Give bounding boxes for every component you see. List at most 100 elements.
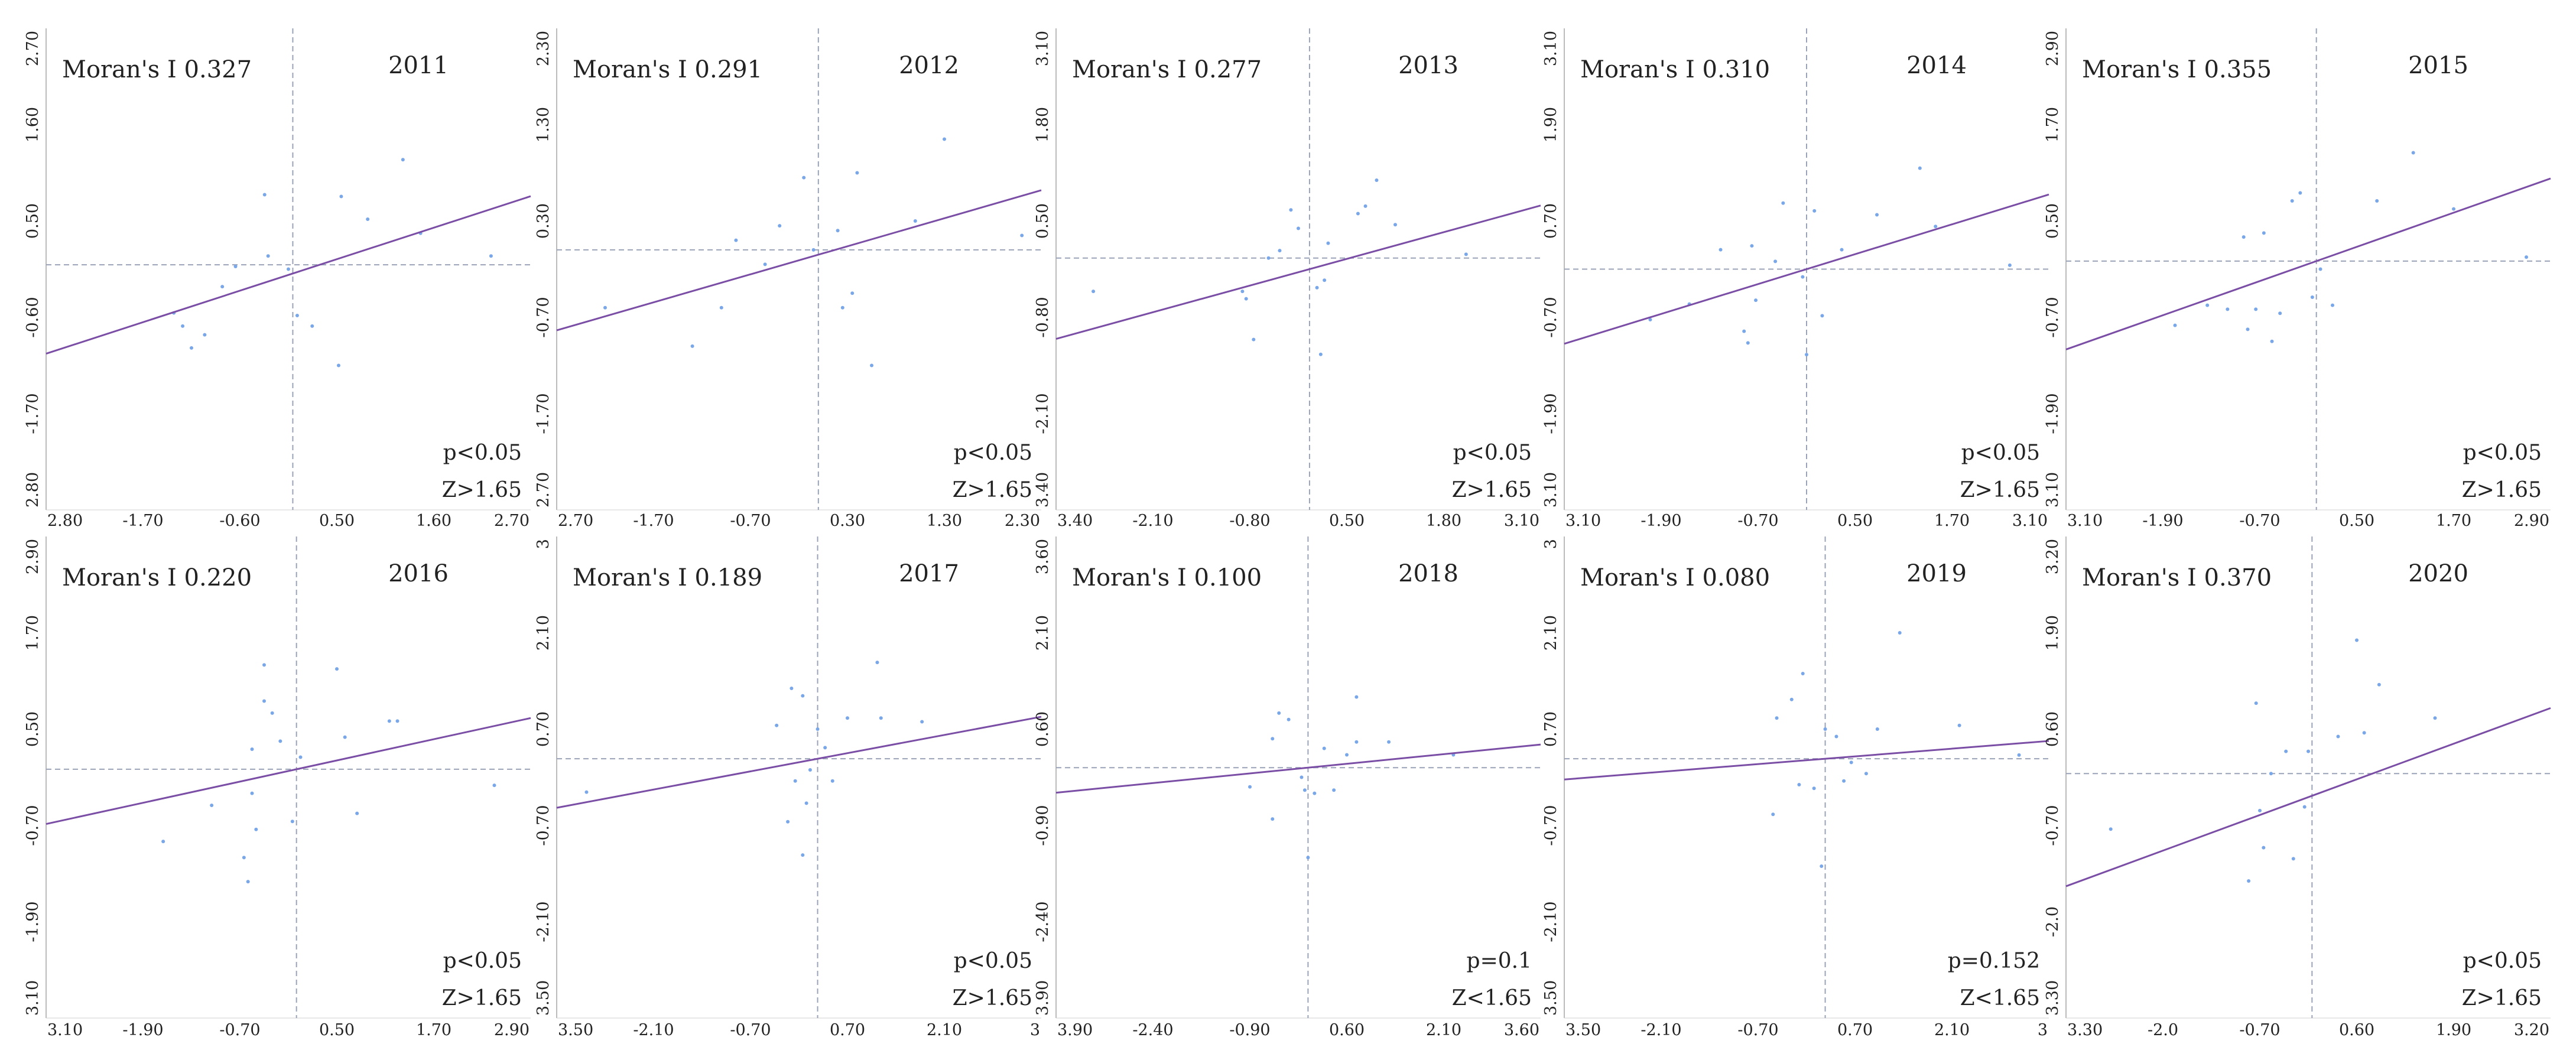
z-score-label: Z>1.65 bbox=[953, 478, 1032, 502]
year-title: 2019 bbox=[1906, 560, 1967, 587]
data-point bbox=[2298, 191, 2302, 195]
data-point bbox=[775, 723, 779, 727]
data-point bbox=[335, 667, 339, 671]
data-point bbox=[801, 853, 805, 857]
y-tick-label: 1.70 bbox=[2044, 107, 2062, 142]
data-point bbox=[287, 267, 290, 271]
data-point bbox=[811, 248, 816, 252]
data-point bbox=[1387, 740, 1391, 744]
scatter-panel-2016: 3.10 -1.90 -0.70 0.50 1.70 2.90 2.90 1.70 0.50 -0… bbox=[24, 536, 531, 1039]
data-point bbox=[1322, 746, 1326, 750]
data-point bbox=[2307, 749, 2310, 753]
x-tick-label: 2.10 bbox=[927, 1021, 962, 1039]
data-point bbox=[2269, 772, 2273, 776]
y-tick-label: 1.60 bbox=[24, 107, 42, 142]
p-value-label: p<0.05 bbox=[1453, 441, 1532, 465]
x-tick-label: -0.70 bbox=[1737, 512, 1778, 530]
x-tick-label: -0.70 bbox=[2239, 1021, 2280, 1039]
regression-line bbox=[556, 189, 1042, 331]
x-tick-label: -2.40 bbox=[1132, 1021, 1173, 1039]
y-tick-label: -0.60 bbox=[24, 297, 42, 337]
data-point bbox=[1252, 337, 1256, 342]
y-tick-label: -0.70 bbox=[1542, 297, 1560, 337]
x-tick-label: 2.80 bbox=[47, 512, 83, 530]
year-title: 2016 bbox=[388, 560, 449, 587]
data-point bbox=[804, 801, 808, 805]
data-point bbox=[1345, 753, 1349, 757]
y-tick-label: 0.50 bbox=[24, 711, 42, 747]
data-point bbox=[254, 827, 258, 831]
y-tick-label: -1.90 bbox=[2044, 393, 2062, 434]
y-tick-label: 3.50 bbox=[534, 980, 553, 1016]
x-tick-label: -0.70 bbox=[730, 1021, 771, 1039]
morans-i-label: Moran's I 0.291 bbox=[573, 56, 762, 83]
x-tick-label: 2.90 bbox=[494, 1021, 530, 1039]
data-point bbox=[242, 856, 246, 860]
data-point bbox=[1318, 352, 1323, 356]
p-value-label: p<0.05 bbox=[2463, 949, 2542, 973]
data-point bbox=[1287, 717, 1291, 721]
y-tick-label: 1.90 bbox=[2044, 615, 2062, 651]
year-title: 2020 bbox=[2408, 560, 2468, 587]
p-value-label: p<0.05 bbox=[954, 441, 1032, 465]
scatter-panel-2019: 3.50 -2.10 -0.70 0.70 2.10 3 3 2.10 0.70 -0.70 -2.… bbox=[1542, 536, 2049, 1039]
data-point bbox=[2290, 199, 2294, 203]
x-tick-label: -0.70 bbox=[2239, 512, 2280, 530]
z-score-label: Z>1.65 bbox=[442, 478, 522, 502]
data-point bbox=[1266, 256, 1271, 260]
x-tick-label: 2.70 bbox=[558, 512, 593, 530]
regression-line bbox=[46, 717, 531, 825]
data-point bbox=[1754, 298, 1758, 303]
y-tick-label: 0.50 bbox=[1034, 203, 1052, 239]
data-point bbox=[1789, 697, 1794, 701]
data-point bbox=[1801, 671, 1805, 675]
data-point bbox=[2242, 235, 2246, 239]
y-tick-label: 0.50 bbox=[24, 203, 42, 239]
data-point bbox=[262, 699, 266, 703]
data-point bbox=[1750, 244, 1754, 248]
y-tick-label: -0.70 bbox=[2044, 805, 2062, 846]
x-tick-label: -1.90 bbox=[122, 1021, 163, 1039]
y-tick-label: 1.70 bbox=[24, 615, 42, 651]
data-point bbox=[2270, 339, 2274, 343]
y-tick-label: -1.70 bbox=[534, 393, 553, 434]
z-score-label: Z<1.65 bbox=[1960, 986, 2040, 1010]
z-score-label: Z>1.65 bbox=[1452, 478, 1532, 502]
data-point bbox=[1875, 213, 1879, 217]
data-point bbox=[492, 783, 496, 788]
data-point bbox=[1771, 812, 1775, 817]
y-tick-label: 2.80 bbox=[24, 472, 42, 508]
data-point bbox=[1302, 788, 1307, 792]
y-tick-label: 3 bbox=[1542, 539, 1560, 549]
morans-i-label: Moran's I 0.100 bbox=[1072, 564, 1262, 591]
data-point bbox=[1849, 760, 1853, 765]
p-value-label: p<0.05 bbox=[1961, 441, 2040, 465]
x-tick-label: -1.70 bbox=[122, 512, 163, 530]
data-point bbox=[1300, 775, 1304, 779]
y-tick-label: -2.40 bbox=[1034, 901, 1052, 942]
year-title: 2018 bbox=[1398, 560, 1458, 587]
data-point bbox=[2247, 879, 2251, 883]
data-point bbox=[1306, 856, 1310, 860]
y-tick-label: -0.70 bbox=[534, 297, 553, 337]
x-tick-label: 0.70 bbox=[1837, 1021, 1873, 1039]
z-score-label: Z>1.65 bbox=[2462, 478, 2542, 502]
x-tick-label: 3.10 bbox=[47, 1021, 83, 1039]
data-point bbox=[2331, 303, 2334, 307]
y-tick-label: 2.70 bbox=[534, 472, 553, 508]
x-tick-label: 3.30 bbox=[2067, 1021, 2103, 1039]
data-point bbox=[1834, 734, 1838, 739]
data-point bbox=[336, 363, 340, 368]
regression-line bbox=[1564, 193, 2049, 345]
data-point bbox=[233, 265, 238, 269]
data-point bbox=[1742, 329, 1746, 333]
data-point bbox=[786, 820, 790, 824]
data-point bbox=[1864, 772, 1868, 776]
p-value-label: p=0.1 bbox=[1467, 949, 1532, 973]
data-point bbox=[2375, 199, 2379, 203]
y-tick-label: 0.70 bbox=[534, 711, 553, 747]
data-point bbox=[1648, 317, 1652, 321]
data-point bbox=[2336, 734, 2340, 739]
y-tick-label: 3.10 bbox=[1034, 31, 1052, 66]
data-point bbox=[875, 661, 879, 665]
